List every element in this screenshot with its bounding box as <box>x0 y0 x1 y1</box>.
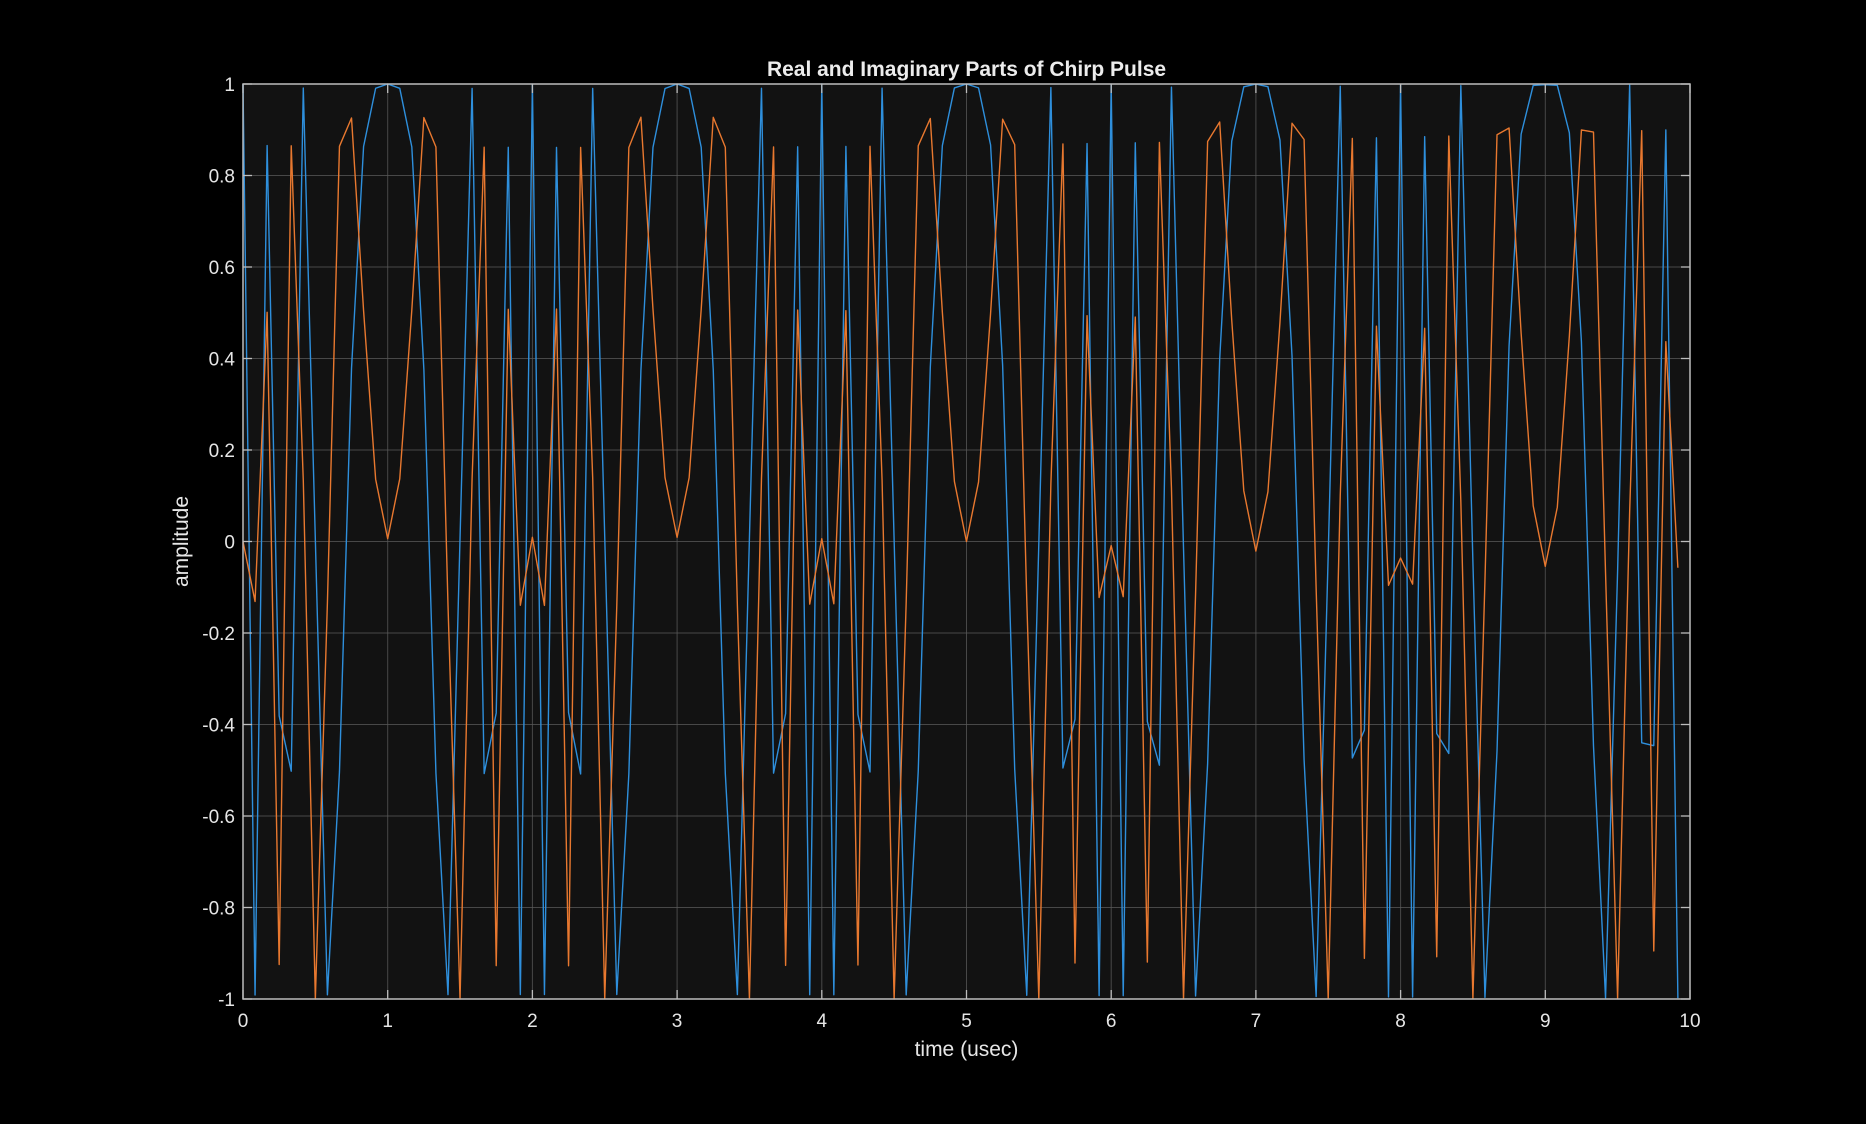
y-axis-label: amplitude <box>170 496 193 587</box>
x-tick-label-0: 0 <box>238 1011 249 1032</box>
y-tick-label-6: 0.2 <box>209 441 235 462</box>
x-tick-label-6: 6 <box>1106 1011 1117 1032</box>
series-lines <box>242 83 1679 1000</box>
y-tick-label-3: -0.4 <box>202 716 235 737</box>
y-tick-label-2: -0.6 <box>202 807 235 828</box>
x-tick-label-9: 9 <box>1540 1011 1551 1032</box>
y-tick-label-9: 0.8 <box>209 167 235 188</box>
x-tick-label-5: 5 <box>961 1011 972 1032</box>
x-tick-label-4: 4 <box>817 1011 828 1032</box>
y-tick-labels: -1 -0.8 -0.6 -0.4 -0.2 0 0.2 0.4 0.6 0.8 1 <box>202 75 235 1011</box>
y-tick-label-0: -1 <box>218 990 235 1011</box>
x-tick-label-7: 7 <box>1251 1011 1262 1032</box>
x-tick-labels: 0 1 2 3 4 5 6 7 8 9 10 <box>238 1011 1701 1032</box>
x-tick-label-1: 1 <box>382 1011 393 1032</box>
y-tick-label-1: -0.8 <box>202 899 235 920</box>
y-tick-label-10: 1 <box>224 75 235 96</box>
series-line-imaginary <box>242 116 1679 1000</box>
x-tick-label-2: 2 <box>527 1011 538 1032</box>
x-axis-label: time (usec) <box>915 1038 1019 1061</box>
x-tick-label-8: 8 <box>1395 1011 1406 1032</box>
y-tick-label-5: 0 <box>224 533 235 554</box>
x-tick-label-3: 3 <box>672 1011 683 1032</box>
x-tick-label-10: 10 <box>1679 1011 1700 1032</box>
y-tick-label-8: 0.6 <box>209 258 235 279</box>
tick-marks <box>242 83 1691 1000</box>
series-line-real <box>242 83 1679 999</box>
chart-title: Real and Imaginary Parts of Chirp Pulse <box>767 58 1166 81</box>
y-tick-label-7: 0.4 <box>209 350 236 371</box>
y-tick-label-4: -0.2 <box>202 624 235 645</box>
